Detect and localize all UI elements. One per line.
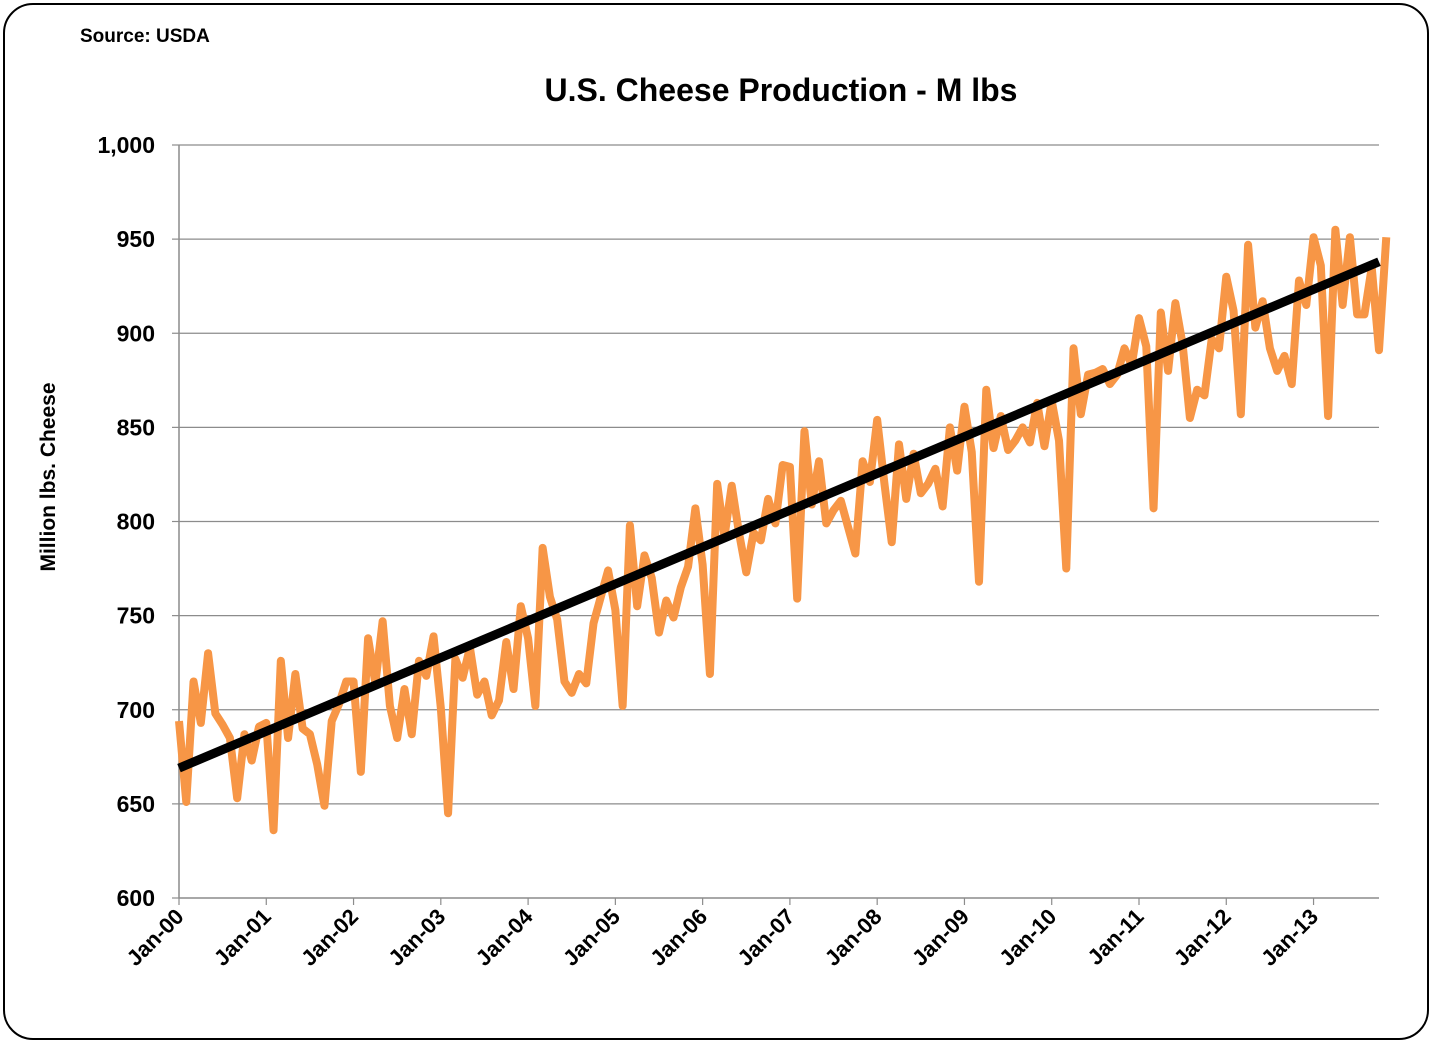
y-tick-label: 950 xyxy=(117,226,155,252)
x-tick-label: Jan-04 xyxy=(471,903,539,971)
x-tick-label: Jan-09 xyxy=(907,904,974,971)
y-tick-label: 900 xyxy=(117,320,155,346)
series-line-production xyxy=(175,225,1391,835)
x-tick-label: Jan-08 xyxy=(820,904,887,971)
y-tick-label: 700 xyxy=(117,697,155,723)
trend-line xyxy=(177,257,1381,773)
source-note: Source: USDA xyxy=(80,26,210,47)
x-tick-label: Jan-12 xyxy=(1169,904,1236,971)
chart-title: U.S. Cheese Production - M lbs xyxy=(545,72,1018,108)
x-tick-label: Jan-05 xyxy=(558,904,625,971)
x-tick-label: Jan-02 xyxy=(296,904,363,971)
y-axis-tick-labels: 600 650 700 750 800 850 900 950 1,000 xyxy=(97,132,155,911)
y-tick-label: 750 xyxy=(117,603,155,629)
x-tick-label: Jan-03 xyxy=(383,904,450,971)
axes xyxy=(172,144,1379,905)
x-tick-label: Jan-01 xyxy=(209,904,276,971)
y-axis-label: Million lbs. Cheese xyxy=(37,382,60,571)
gridlines xyxy=(179,144,1379,805)
y-tick-label: 800 xyxy=(117,509,155,535)
series-lines xyxy=(175,225,1391,835)
x-axis-tick-labels: Jan-00 Jan-01 Jan-02 Jan-03 Jan-04 Jan-05 Jan-… xyxy=(122,903,1324,971)
x-tick-label: Jan-10 xyxy=(994,904,1061,971)
y-tick-label: 650 xyxy=(117,791,155,817)
y-tick-label: 850 xyxy=(117,414,155,440)
x-tick-label: Jan-07 xyxy=(732,904,799,971)
x-tick-label: Jan-06 xyxy=(645,904,712,971)
x-tick-label: Jan-13 xyxy=(1256,904,1323,971)
x-tick-label: Jan-11 xyxy=(1082,904,1148,970)
y-tick-label: 600 xyxy=(117,885,155,911)
y-tick-label: 1,000 xyxy=(97,132,155,158)
x-tick-label: Jan-00 xyxy=(122,904,189,971)
